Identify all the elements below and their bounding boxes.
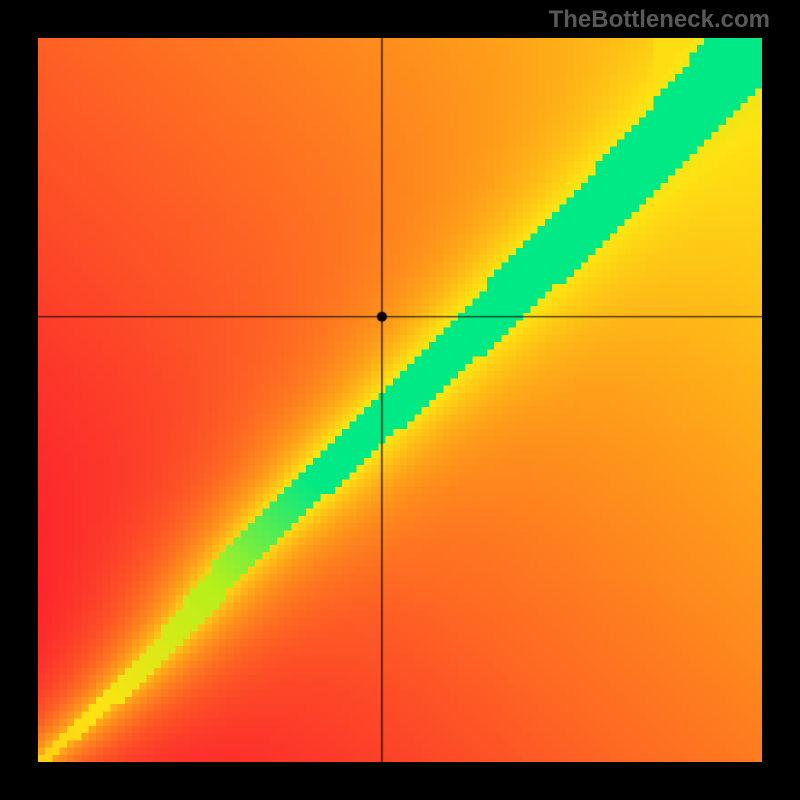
- crosshair-overlay: [0, 0, 800, 800]
- chart-container: TheBottleneck.com: [0, 0, 800, 800]
- watermark-text: TheBottleneck.com: [549, 6, 770, 34]
